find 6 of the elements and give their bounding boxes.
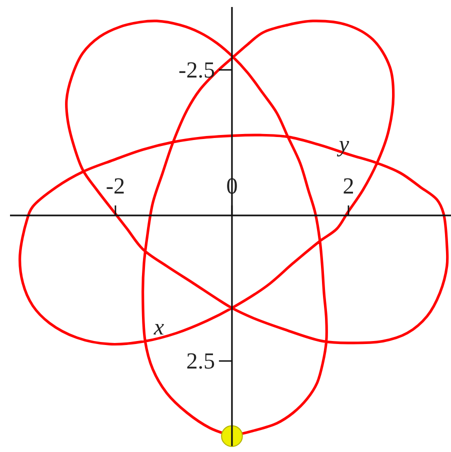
y-tick-label: 2.5 (186, 348, 215, 374)
x-tick-label: -2 (106, 173, 126, 198)
y-tick-label: -2.5 (178, 57, 215, 82)
x-tick-label: 2 (342, 173, 354, 198)
x-axis-title: x (152, 314, 165, 340)
y-axis-title: y (336, 131, 350, 156)
